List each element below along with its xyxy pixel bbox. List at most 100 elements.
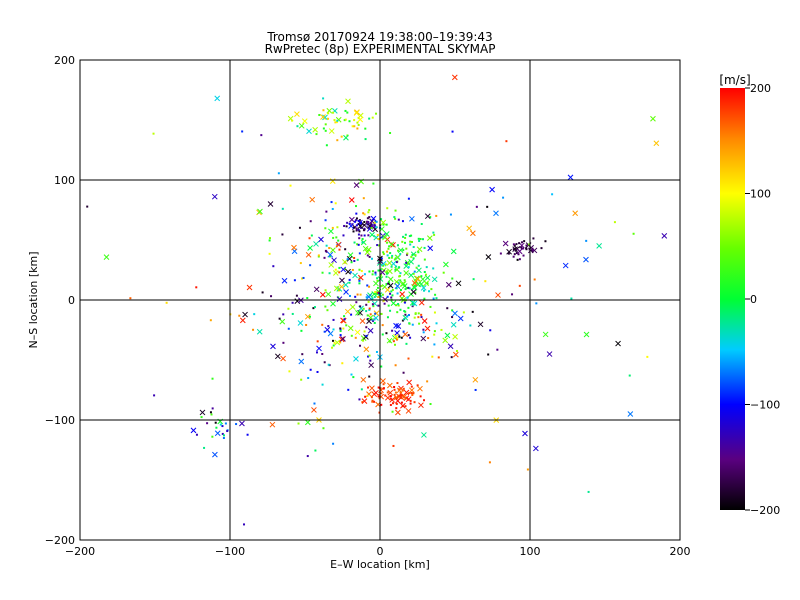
data-point-x bbox=[294, 111, 300, 117]
data-point-x bbox=[294, 298, 301, 304]
data-point-x bbox=[661, 233, 668, 239]
data-point bbox=[268, 239, 271, 242]
data-point-x bbox=[332, 270, 339, 276]
data-point bbox=[203, 446, 206, 449]
data-point bbox=[358, 268, 361, 271]
data-point-x bbox=[346, 255, 353, 262]
data-point bbox=[339, 341, 342, 344]
data-point-x bbox=[450, 321, 457, 328]
data-point bbox=[353, 119, 356, 122]
data-point bbox=[373, 224, 376, 227]
data-point bbox=[371, 400, 374, 403]
data-point bbox=[235, 423, 238, 426]
data-point bbox=[422, 238, 425, 241]
data-point-x bbox=[522, 430, 528, 437]
data-point bbox=[380, 285, 383, 288]
data-point bbox=[278, 317, 281, 320]
data-point-x bbox=[442, 337, 449, 344]
data-point-x bbox=[281, 277, 288, 284]
data-point-x bbox=[325, 291, 332, 298]
data-point bbox=[215, 426, 218, 429]
data-point bbox=[381, 293, 384, 296]
data-point bbox=[383, 302, 386, 305]
data-point bbox=[521, 241, 524, 244]
data-point bbox=[472, 278, 475, 281]
colorbar-label: [m/s] bbox=[719, 73, 750, 87]
data-point-x bbox=[270, 343, 276, 350]
data-point-x bbox=[291, 244, 297, 251]
data-point bbox=[386, 295, 389, 298]
data-point bbox=[433, 343, 436, 346]
data-point bbox=[301, 277, 304, 280]
data-point bbox=[384, 263, 387, 266]
data-point bbox=[335, 236, 338, 239]
data-point bbox=[356, 243, 359, 246]
data-point bbox=[367, 386, 370, 389]
data-point bbox=[403, 301, 406, 304]
data-point bbox=[412, 303, 415, 306]
data-point bbox=[422, 289, 425, 292]
data-point bbox=[372, 319, 375, 322]
data-point bbox=[375, 226, 378, 229]
data-point bbox=[344, 268, 347, 271]
data-point bbox=[409, 240, 412, 243]
data-point bbox=[406, 296, 409, 299]
data-point bbox=[344, 118, 347, 121]
chart-title-line2: RwPretec (8p) EXPERIMENTAL SKYMAP bbox=[265, 42, 496, 56]
data-point-x bbox=[390, 242, 396, 248]
data-point-x bbox=[393, 279, 400, 285]
data-point bbox=[400, 336, 403, 339]
data-point bbox=[165, 301, 168, 304]
data-point-x bbox=[367, 314, 374, 321]
data-point bbox=[346, 221, 349, 224]
data-point bbox=[413, 316, 416, 319]
data-point-x bbox=[408, 387, 415, 394]
data-point bbox=[268, 237, 271, 240]
data-point-x bbox=[103, 254, 110, 261]
data-point-x bbox=[502, 240, 509, 247]
data-point-x bbox=[466, 225, 473, 232]
data-point-x bbox=[349, 216, 355, 223]
data-point-x bbox=[373, 310, 380, 317]
data-point-x bbox=[452, 310, 458, 317]
data-point bbox=[423, 399, 426, 402]
data-point bbox=[404, 405, 407, 408]
data-point bbox=[362, 229, 365, 232]
data-point bbox=[211, 407, 214, 410]
data-point bbox=[339, 330, 342, 333]
x-tick-labels: −200 −100 0 100 200 bbox=[65, 534, 691, 558]
x-tick-label: 100 bbox=[520, 545, 541, 558]
data-point bbox=[358, 252, 361, 255]
data-point bbox=[366, 318, 369, 321]
data-point bbox=[358, 222, 361, 225]
data-point bbox=[336, 119, 339, 122]
data-point-x bbox=[339, 277, 345, 284]
data-point bbox=[535, 302, 538, 305]
data-point bbox=[352, 230, 355, 233]
data-point bbox=[404, 236, 407, 239]
data-point bbox=[420, 316, 423, 319]
data-point bbox=[397, 395, 400, 398]
data-point bbox=[338, 271, 341, 274]
data-point bbox=[394, 364, 397, 367]
data-point-x bbox=[343, 289, 349, 295]
data-point-x bbox=[342, 282, 349, 288]
data-point-x bbox=[411, 280, 418, 286]
data-point bbox=[222, 434, 225, 437]
data-point bbox=[419, 238, 422, 241]
data-point bbox=[395, 407, 398, 410]
data-point-x bbox=[335, 241, 342, 248]
data-point bbox=[475, 205, 478, 208]
data-point-x bbox=[387, 389, 394, 396]
data-point-x bbox=[328, 128, 335, 134]
data-point bbox=[407, 266, 410, 269]
data-point bbox=[210, 413, 213, 416]
data-point bbox=[409, 402, 412, 405]
data-point bbox=[484, 280, 487, 283]
data-point bbox=[402, 249, 405, 252]
data-point-x bbox=[452, 333, 458, 340]
data-point bbox=[343, 119, 346, 122]
data-point-x bbox=[418, 299, 425, 306]
data-point bbox=[425, 266, 428, 269]
